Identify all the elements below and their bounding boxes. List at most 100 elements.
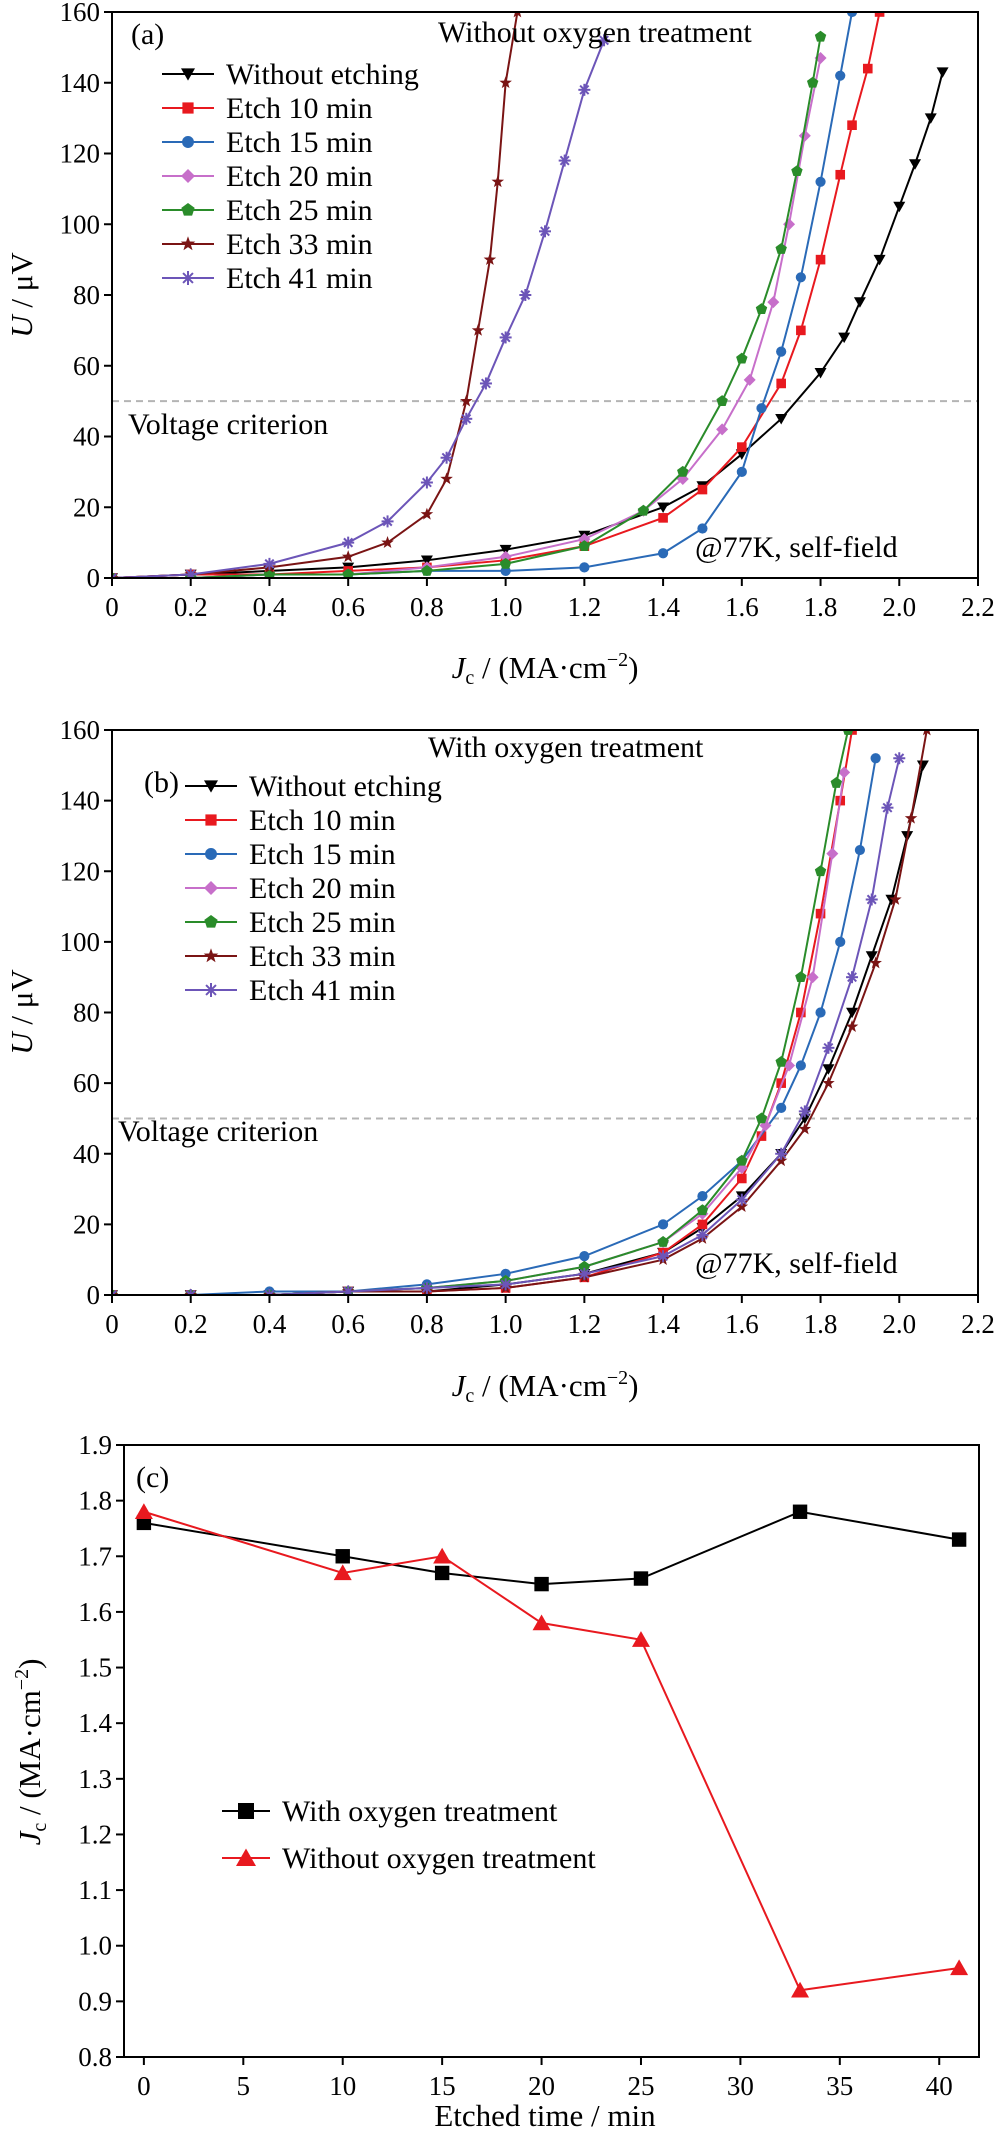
panel-b-point-etch-41-min — [696, 1228, 709, 1241]
panel-a-point-etch-25-min — [499, 557, 512, 569]
panel-b-point-etch-33-min — [922, 730, 931, 736]
panel-c-point-with-oxygen-treatment — [136, 1515, 152, 1531]
panel-a-point-etch-10-min — [874, 12, 885, 17]
panel-b-y-tick-label: 140 — [60, 786, 101, 816]
panel-b-point-etch-41-min — [822, 1041, 835, 1054]
panel-a-point-etch-15-min — [815, 176, 826, 187]
panel-a-x-tick-label: 1.0 — [489, 592, 523, 622]
panel-a-point-etch-20-min — [499, 550, 512, 563]
panel-a-point-etch-25-min — [421, 564, 433, 576]
panel-c-y-tick-label: 1.9 — [78, 1430, 112, 1460]
panel-c-y-axis-close: ) — [12, 1659, 47, 1669]
panel-a-point-etch-15-min — [697, 523, 708, 534]
panel-a-point-etch-25-min — [578, 540, 591, 552]
panel-c-series-area — [134, 1503, 969, 1998]
panel-a-y-tick-label: 160 — [60, 0, 101, 27]
panel-b-legend-item-etch-41-min: Etch 41 min — [185, 974, 396, 1007]
panel-a-point-etch-25-min — [677, 465, 689, 477]
panel-c-ticks: 0 5 10 15 20 25 30 35 40 0.8 0.9 1.0 1.1 1.2 1.3 1.4 1.5… — [78, 1430, 952, 2101]
panel-a-point-etch-10-min — [815, 254, 826, 265]
panel-c-x-tick-label: 35 — [826, 2071, 853, 2101]
panel-a-legend-marker — [181, 271, 195, 285]
panel-a-point-without-etching — [909, 159, 922, 170]
panel-b-legend-item-etch-33-min: Etch 33 min — [185, 940, 396, 973]
panel-a-x-tick-label: 2.0 — [882, 592, 916, 622]
panel-c-y-axis-label: Jc / (MA·cm−2) — [11, 1659, 51, 1846]
panel-b-point-etch-33-min — [845, 1020, 859, 1032]
panel-b-y-tick-label: 40 — [73, 1139, 100, 1169]
panel-a-y-axis-symbol: U — [4, 313, 39, 338]
panel-a-x-tick-label: 0.8 — [410, 592, 444, 622]
panel-a-x-tick-label: 0 — [105, 592, 119, 622]
panel-b-legend-marker — [204, 881, 218, 895]
panel-a-point-etch-33-min — [491, 175, 505, 188]
panel-a-legend-item-etch-25-min: Etch 25 min — [162, 194, 373, 227]
panel-b-y-axis-symbol: U — [4, 1030, 39, 1055]
panel-b-point-etch-41-min — [420, 1281, 433, 1294]
panel-a-point-etch-33-min — [513, 12, 522, 18]
panel-b-x-tick-label: 1.2 — [567, 1309, 601, 1339]
panel-a-y-axis-label: U / μV — [4, 252, 39, 338]
panel-a-point-etch-33-min — [440, 472, 453, 485]
panel-a-point-etch-15-min — [776, 346, 787, 357]
panel-b-point-etch-15-min — [854, 844, 866, 856]
panel-a-x-tick-label: 1.6 — [725, 592, 759, 622]
panel-a-point-etch-41-min — [479, 377, 492, 390]
panel-a-series-area — [112, 12, 949, 578]
panel-a-legend-marker — [182, 136, 194, 148]
panel-c-x-tick-label: 40 — [926, 2071, 953, 2101]
panel-a-legend-label: Etch 15 min — [226, 126, 373, 159]
panel-b-x-tick-label: 2.0 — [882, 1309, 916, 1339]
panel-b-legend-item-etch-15-min: Etch 15 min — [185, 838, 396, 871]
panel-a-annotation: @77K, self-field — [695, 531, 898, 564]
panel-a-x-axis-close: ) — [628, 650, 638, 685]
panel-a-point-etch-33-min — [341, 550, 355, 563]
panel-b-point-etch-25-min — [795, 971, 807, 983]
panel-b-legend-item-etch-20-min: Etch 20 min — [185, 872, 396, 905]
panel-a-legend-label: Etch 25 min — [226, 194, 373, 227]
panel-a-point-etch-20-min — [743, 373, 756, 386]
panel-c-point-without-oxygen-treatment — [433, 1547, 452, 1564]
panel-b-point-etch-15-min — [815, 1007, 826, 1018]
panel-a-point-without-etching — [873, 254, 886, 266]
panel-c-y-axis-subscript: c — [29, 1823, 51, 1832]
panel-b-point-etch-33-min — [822, 1076, 835, 1089]
panel-b-point-etch-41-min — [775, 1147, 788, 1160]
panel-a-point-etch-41-min — [598, 34, 611, 47]
panel-a-y-tick-label: 0 — [87, 563, 101, 593]
panel-b-legend-label: Etch 25 min — [249, 906, 396, 939]
panel-a-legend-marker — [182, 102, 194, 114]
panel-b-plot-frame — [111, 729, 979, 1296]
panel-a-point-etch-41-min — [578, 83, 591, 96]
panel-a-legend-marker — [181, 68, 195, 81]
panel-a-point-without-etching — [893, 201, 906, 213]
panel-a-point-etch-10-min — [847, 120, 857, 130]
panel-a-legend-marker — [181, 203, 195, 216]
panel-b-y-tick-label: 100 — [60, 927, 101, 957]
panel-c-y-tick-label: 1.7 — [78, 1541, 112, 1571]
panel-b-x-tick-label: 1.8 — [804, 1309, 838, 1339]
panel-a-legend-item-etch-10-min: Etch 10 min — [162, 92, 373, 125]
panel-c-legend-marker — [238, 1803, 254, 1819]
panel-b-legend-item-etch-25-min: Etch 25 min — [185, 906, 396, 939]
panel-a-point-without-etching — [936, 67, 949, 78]
panel-c-x-axis-label: Etched time / min — [434, 2098, 656, 2130]
panel-c-point-without-oxygen-treatment — [333, 1564, 352, 1581]
panel-b-series-etch-41-min — [112, 752, 906, 1295]
panel-c-series-line-with-oxygen-treatment — [143, 1510, 960, 1586]
panel-c-series — [134, 1503, 969, 1998]
panel-b-y-tick-label: 160 — [60, 715, 101, 745]
panel-a-point-without-etching — [924, 113, 937, 124]
panel-a-point-etch-41-min — [342, 536, 355, 549]
panel-b-point-etch-41-min — [846, 971, 859, 984]
panel-c-legend: With oxygen treatment Without oxygen trea… — [222, 1795, 596, 1875]
panel-a-legend-label: Etch 20 min — [226, 160, 373, 193]
panel-b-point-etch-25-min — [578, 1260, 591, 1272]
panel-b-point-etch-25-min — [814, 865, 827, 877]
panel-a-legend-item-etch-41-min: Etch 41 min — [162, 262, 373, 295]
panel-b-point-etch-33-min — [798, 1122, 812, 1135]
panel-b-series-etch-20-min — [112, 766, 851, 1295]
panel-b-point-etch-25-min — [657, 1236, 669, 1247]
panel-b-legend-marker — [204, 983, 218, 997]
panel-a-point-etch-33-min — [499, 76, 512, 89]
